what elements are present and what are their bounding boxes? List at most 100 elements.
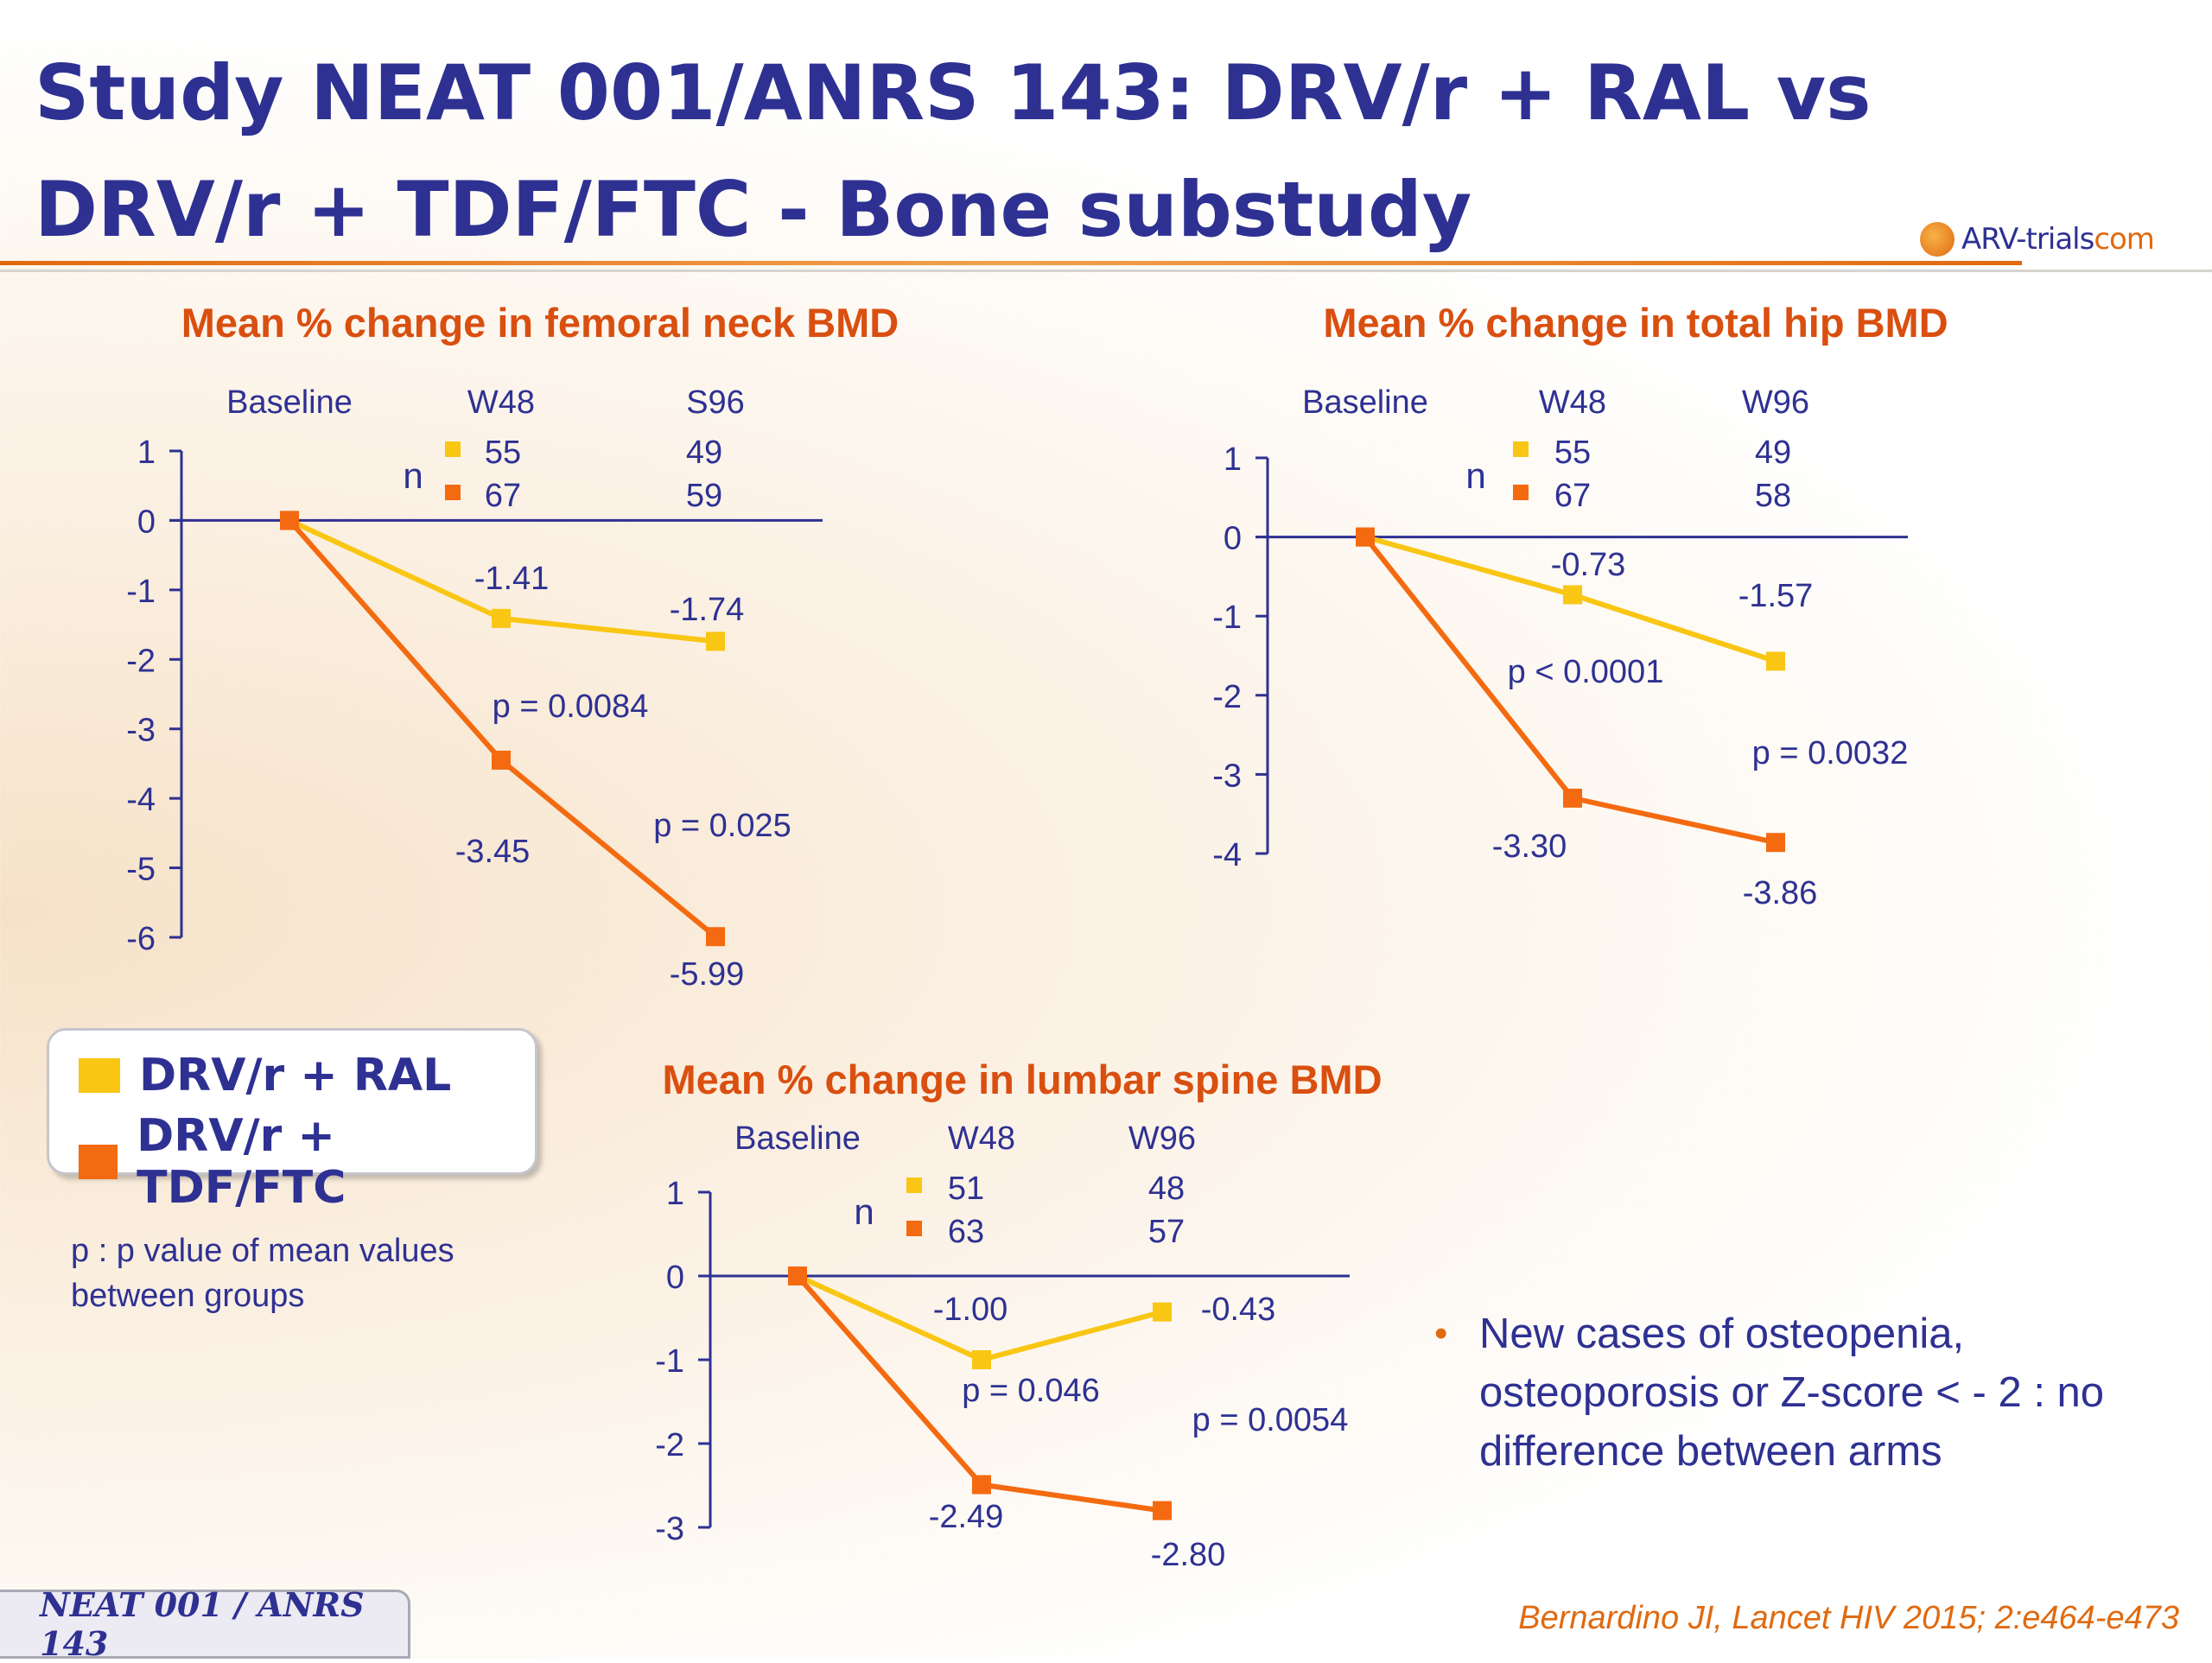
logo-text-suffix: com xyxy=(2094,222,2155,257)
p-value-label: p = 0.0054 xyxy=(1192,1402,1349,1438)
bullet-text-block: • New cases of osteopenia, osteoporosis … xyxy=(1434,1304,2195,1481)
n-series-marker xyxy=(1513,485,1529,500)
data-value-label: -1.41 xyxy=(474,561,550,597)
y-tick-label: -5 xyxy=(126,852,156,888)
data-value-label: -0.43 xyxy=(1201,1292,1276,1328)
n-label: n xyxy=(403,455,423,496)
title-underline xyxy=(0,261,2022,265)
n-series-marker xyxy=(445,485,461,500)
data-value-label: -1.00 xyxy=(933,1292,1008,1328)
citation: Bernardino JI, Lancet HIV 2015; 2:e464-e… xyxy=(1518,1600,2179,1636)
p-value-label: p < 0.0001 xyxy=(1508,654,1664,690)
y-tick-label: -1 xyxy=(655,1343,684,1380)
x-category-label: Baseline xyxy=(734,1120,861,1157)
legend-swatch-ral xyxy=(79,1058,120,1093)
legend-swatch-tdf xyxy=(79,1145,118,1179)
n-value: 58 xyxy=(1755,478,1791,514)
y-tick-label: -2 xyxy=(126,643,156,679)
n-value: 67 xyxy=(1554,478,1591,514)
data-point xyxy=(972,1350,991,1369)
legend-label-tdf: DRV/r + TDF/FTC xyxy=(137,1110,346,1214)
data-value-label: -1.57 xyxy=(1738,578,1814,614)
chart-title: Mean % change in total hip BMD xyxy=(1323,300,1948,346)
x-category-label: W48 xyxy=(467,384,535,421)
data-point xyxy=(492,608,511,628)
y-tick-label: 1 xyxy=(137,435,156,471)
data-point xyxy=(1563,585,1582,605)
p-value-label: p = 0.046 xyxy=(962,1373,1100,1409)
logo-icon xyxy=(1920,222,1955,257)
n-value: 48 xyxy=(1148,1171,1185,1207)
x-category-label: W96 xyxy=(1128,1120,1196,1157)
n-label: n xyxy=(854,1191,874,1232)
y-tick-label: -1 xyxy=(1212,600,1242,636)
n-value: 57 xyxy=(1148,1214,1185,1250)
p-value-label: p = 0.0032 xyxy=(1752,735,1909,771)
y-tick-label: -4 xyxy=(126,782,156,818)
footer-study-tag: NEAT 001 / ANRS 143 xyxy=(0,1585,410,1663)
y-tick-label: 1 xyxy=(666,1176,684,1212)
data-point xyxy=(706,927,725,947)
x-category-label: Baseline xyxy=(226,384,353,421)
data-point xyxy=(492,750,511,770)
n-value: 51 xyxy=(948,1171,984,1207)
n-value: 67 xyxy=(485,478,521,514)
data-point xyxy=(1766,651,1785,671)
legend-label-ral: DRV/r + RAL xyxy=(139,1050,452,1101)
x-category-label: W48 xyxy=(948,1120,1015,1157)
n-value: 55 xyxy=(1554,435,1591,471)
data-point xyxy=(1356,527,1375,547)
y-tick-label: 0 xyxy=(137,504,156,540)
data-point xyxy=(1153,1302,1172,1322)
y-tick-label: -6 xyxy=(126,921,156,957)
y-tick-label: 1 xyxy=(1224,441,1242,478)
bullet-dot-icon: • xyxy=(1434,1312,1448,1355)
data-value-label: -2.49 xyxy=(929,1499,1004,1535)
data-point xyxy=(280,511,299,530)
slide-title: Study NEAT 001/ANRS 143: DRV/r + RAL vs … xyxy=(35,48,1872,254)
data-value-label: -1.74 xyxy=(670,592,745,628)
y-tick-label: 0 xyxy=(666,1260,684,1296)
data-point xyxy=(788,1266,807,1285)
n-value: 63 xyxy=(948,1214,984,1250)
data-value-label: -2.80 xyxy=(1151,1537,1226,1573)
n-value: 49 xyxy=(1755,435,1791,471)
p-value-note: p : p value of mean values between group… xyxy=(71,1233,454,1314)
title-underline-grey xyxy=(0,270,2212,272)
data-value-label: -3.45 xyxy=(455,834,531,870)
x-category-label: W96 xyxy=(1742,384,1809,421)
y-tick-label: -4 xyxy=(1212,837,1242,873)
n-label: n xyxy=(1465,455,1485,496)
legend-item-ral: DRV/r + RAL xyxy=(79,1050,451,1101)
data-point xyxy=(1766,833,1785,853)
arv-trials-logo: ARV-trialscom xyxy=(1920,219,2155,259)
chart-title: Mean % change in femoral neck BMD xyxy=(181,300,899,346)
x-category-label: W48 xyxy=(1539,384,1606,421)
data-point xyxy=(1563,788,1582,808)
data-point xyxy=(972,1475,991,1495)
x-category-label: S96 xyxy=(686,384,745,421)
n-value: 49 xyxy=(686,435,722,471)
p-value-label: p = 0.0084 xyxy=(493,689,649,725)
y-tick-label: -3 xyxy=(655,1511,684,1547)
data-point xyxy=(1153,1501,1172,1520)
chart-title: Mean % change in lumbar spine BMD xyxy=(662,1057,1382,1102)
y-tick-label: -3 xyxy=(126,713,156,749)
n-series-marker xyxy=(1513,441,1529,457)
y-tick-label: -3 xyxy=(1212,758,1242,794)
y-tick-label: -1 xyxy=(126,574,156,610)
data-value-label: -3.30 xyxy=(1492,828,1567,865)
legend-item-tdf: DRV/r + TDF/FTC xyxy=(79,1110,535,1214)
y-tick-label: 0 xyxy=(1224,521,1242,557)
y-tick-label: -2 xyxy=(655,1427,684,1463)
logo-text-main: ARV-trials xyxy=(1961,222,2094,257)
n-series-marker xyxy=(906,1221,922,1236)
n-value: 55 xyxy=(485,435,521,471)
n-series-marker xyxy=(906,1177,922,1193)
x-category-label: Baseline xyxy=(1302,384,1428,421)
n-value: 59 xyxy=(686,478,722,514)
data-value-label: -0.73 xyxy=(1551,547,1626,583)
data-value-label: -5.99 xyxy=(670,956,745,993)
data-value-label: -3.86 xyxy=(1743,875,1818,911)
